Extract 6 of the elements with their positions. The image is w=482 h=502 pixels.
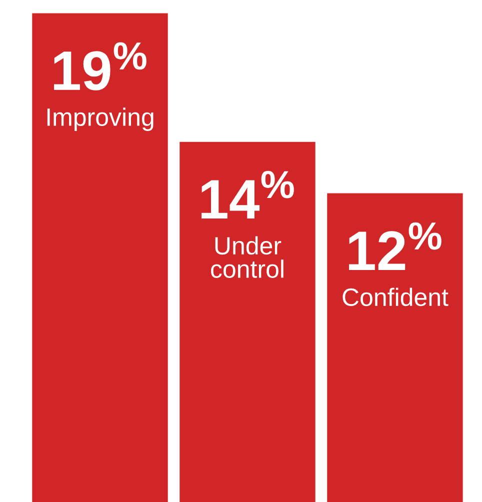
data-label: 14$^{%}$ — [202, 170, 294, 219]
data-label: 12$^{%}$ — [349, 222, 442, 270]
x-tick-label: Improving — [47, 108, 154, 131]
x-tick-label: Confident — [342, 288, 448, 306]
x-tick-label: Under control — [211, 236, 284, 278]
data-label: 19$^{%}$ — [54, 42, 146, 90]
